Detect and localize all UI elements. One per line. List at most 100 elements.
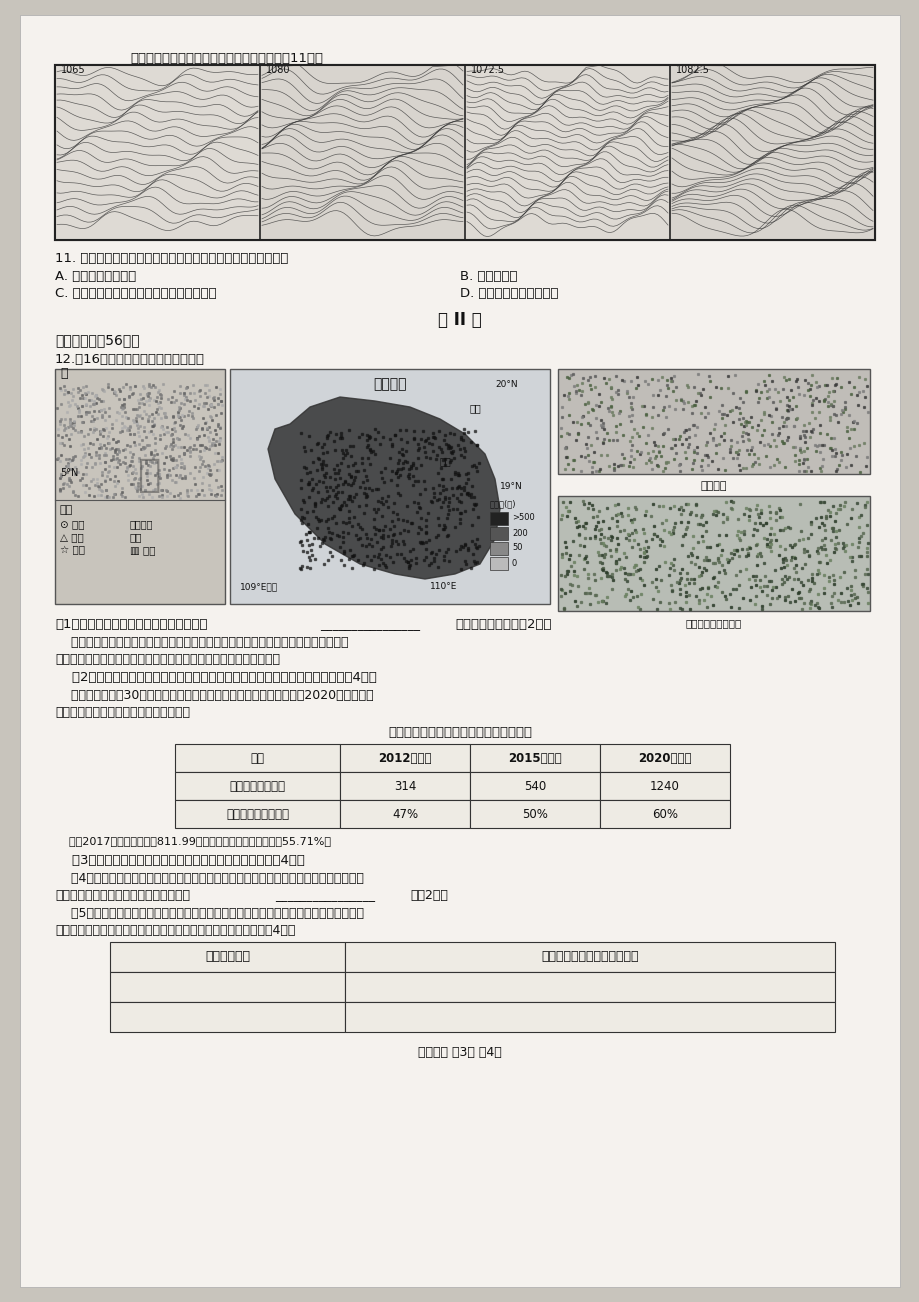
Text: 文信息，说明该岛旅游资源的价值及相应的功能。请填表回答。（4分）: 文信息，说明该岛旅游资源的价值及相应的功能。请填表回答。（4分） <box>55 924 295 937</box>
Text: ________________: ________________ <box>320 618 420 631</box>
Text: 高度表(米): 高度表(米) <box>490 499 516 508</box>
Bar <box>599 799 729 828</box>
Bar <box>340 772 470 799</box>
Text: 540: 540 <box>523 780 546 793</box>
Text: 11. 图中四幅天气图反映了一次寒潮的天气过程。图示冷锋活动: 11. 图中四幅天气图反映了一次寒潮的天气过程。图示冷锋活动 <box>55 253 288 266</box>
Text: 0: 0 <box>512 559 516 568</box>
Text: 约海南旅游资源进一步开发的不利条件是: 约海南旅游资源进一步开发的不利条件是 <box>55 889 190 902</box>
Text: 旅游资源的价值及相应的功能: 旅游资源的价值及相应的功能 <box>540 950 638 963</box>
Bar <box>261 66 463 240</box>
Text: ________________: ________________ <box>275 889 375 902</box>
Text: （1）该岛西部的热带稀树草原景观反映了: （1）该岛西部的热带稀树草原景观反映了 <box>55 618 208 631</box>
Text: A. 影响我国所有地区: A. 影响我国所有地区 <box>55 270 136 283</box>
Bar <box>55 65 874 240</box>
Text: 东: 东 <box>60 367 67 380</box>
Text: 草原: 草原 <box>130 533 142 542</box>
Text: 海南岛图: 海南岛图 <box>373 378 406 391</box>
Text: 东坡书院: 东坡书院 <box>700 480 726 491</box>
Text: 高三地理 第3页 共4页: 高三地理 第3页 共4页 <box>417 1046 502 1059</box>
Text: 5°N: 5°N <box>60 467 78 478</box>
Polygon shape <box>267 397 499 579</box>
Bar <box>55 65 874 240</box>
Bar <box>175 799 340 828</box>
Bar <box>110 973 345 1003</box>
Bar <box>470 743 599 772</box>
Bar <box>490 527 507 540</box>
Bar <box>345 1003 834 1032</box>
Text: 热带稀树: 热带稀树 <box>130 519 153 529</box>
Text: 47%: 47% <box>391 807 417 820</box>
Text: 2020年目标: 2020年目标 <box>638 751 691 764</box>
Bar <box>558 496 869 611</box>
Text: 步建成世界一流海岛休闲度假旅游胜地。: 步建成世界一流海岛休闲度假旅游胜地。 <box>55 706 190 719</box>
Text: 1080: 1080 <box>266 65 290 76</box>
Text: △ 山脉: △ 山脉 <box>60 533 84 542</box>
Text: 地域分异的现象。（2分）: 地域分异的现象。（2分） <box>455 618 550 631</box>
Text: 。（2分）: 。（2分） <box>410 889 448 902</box>
Text: 二、综合题（56分）: 二、综合题（56分） <box>55 333 140 348</box>
Text: 50: 50 <box>512 543 522 552</box>
Text: 项目: 项目 <box>250 751 265 764</box>
Text: 200: 200 <box>512 529 528 538</box>
Text: 图例: 图例 <box>60 505 74 516</box>
Bar <box>470 799 599 828</box>
Bar <box>230 368 550 604</box>
Bar <box>490 557 507 570</box>
Text: 60%: 60% <box>652 807 677 820</box>
Text: 1065: 1065 <box>61 65 85 76</box>
Text: C. 使图中四城市出现大风、降温等气候状况: C. 使图中四城市出现大风、降温等气候状况 <box>55 286 216 299</box>
Text: ⊙ 城市: ⊙ 城市 <box>60 519 85 529</box>
Text: 2015年目标: 2015年目标 <box>507 751 562 764</box>
Bar <box>490 542 507 555</box>
Bar <box>175 743 340 772</box>
Text: 109°E三亚: 109°E三亚 <box>240 582 278 591</box>
Bar <box>558 368 869 474</box>
Text: 亚: 亚 <box>137 456 160 493</box>
Text: 314: 314 <box>393 780 415 793</box>
Bar <box>599 772 729 799</box>
Text: 2012年目标: 2012年目标 <box>378 751 431 764</box>
Bar <box>340 799 470 828</box>
Text: 以建立经济特区30周年为契机，作为国家的重大战略部署，我国将在2020年将海南初: 以建立经济特区30周年为契机，作为国家的重大战略部署，我国将在2020年将海南初 <box>55 689 373 702</box>
Text: B. 出现在秋季: B. 出现在秋季 <box>460 270 517 283</box>
Text: 20°N: 20°N <box>494 380 517 389</box>
Text: （4）海南在今年春节期间的大雾，导致大量出岛车辆、旅客滞留。据上述材料可知，制: （4）海南在今年春节期间的大雾，导致大量出岛车辆、旅客滞留。据上述材料可知，制 <box>55 872 364 885</box>
Bar <box>490 512 507 525</box>
Text: 50%: 50% <box>521 807 548 820</box>
Text: 东寨港红树林保护区: 东寨港红树林保护区 <box>686 618 742 628</box>
Text: 第三产业增加值比重: 第三产业增加值比重 <box>226 807 289 820</box>
Bar <box>340 743 470 772</box>
Bar <box>599 743 729 772</box>
Text: ☆ 水稻: ☆ 水稻 <box>60 546 85 555</box>
Text: 图文相关信息: 图文相关信息 <box>205 950 250 963</box>
Bar <box>670 66 873 240</box>
Text: >500: >500 <box>512 513 534 522</box>
Text: 献，每年吸引多批次东南亚水稻专家和学员前来考察学习农业技术。: 献，每年吸引多批次东南亚水稻专家和学员前来考察学习农业技术。 <box>55 654 279 667</box>
Text: 我国三亚的国家南繁科研育种基地，在水稻有种技术上彰显了世界科技发展的中国贡: 我国三亚的国家南繁科研育种基地，在水稻有种技术上彰显了世界科技发展的中国贡 <box>55 635 348 648</box>
Text: 海口: 海口 <box>470 404 482 413</box>
Text: （3）比较上述相关数据，说明海南旅游业发展的特点。（4分）: （3）比较上述相关数据，说明海南旅游业发展的特点。（4分） <box>55 854 304 867</box>
Text: 读亚洲部分地区海平面等压线分布图，回答第11题。: 读亚洲部分地区海平面等压线分布图，回答第11题。 <box>130 52 323 65</box>
Text: 珠海: 珠海 <box>439 456 451 466</box>
Text: （2）据图文材料，说明到南繁育种基地学习的人员主要来自东南亚的原因。（4分）: （2）据图文材料，说明到南繁育种基地学习的人员主要来自东南亚的原因。（4分） <box>55 671 377 684</box>
Text: （5）该岛旅游价值较高。旅游资源的功能是与价值相对应的。据下列表格要求，提取图: （5）该岛旅游价值较高。旅游资源的功能是与价值相对应的。据下列表格要求，提取图 <box>55 907 364 921</box>
Text: 1072.5: 1072.5 <box>471 65 505 76</box>
Bar <box>110 1003 345 1032</box>
Bar <box>175 772 340 799</box>
Text: D. 大致自北向南不断移动: D. 大致自北向南不断移动 <box>460 286 558 299</box>
Text: 1240: 1240 <box>650 780 679 793</box>
Text: 注：2017年海南旅游收入811.99亿元，第三产业增加值占比为55.71%。: 注：2017年海南旅游收入811.99亿元，第三产业增加值占比为55.71%。 <box>55 836 331 846</box>
Text: 110°E: 110°E <box>429 582 457 591</box>
Bar <box>55 368 225 604</box>
Text: ▥ 高地: ▥ 高地 <box>130 546 155 555</box>
Text: 第 II 卷: 第 II 卷 <box>437 311 482 329</box>
Text: 1082.5: 1082.5 <box>675 65 709 76</box>
Text: 海南国际旅游岛相关发展目标部分汇总表: 海南国际旅游岛相关发展目标部分汇总表 <box>388 727 531 740</box>
Bar <box>345 973 834 1003</box>
Bar <box>345 943 834 973</box>
Text: 旅游收入（亿元）: 旅游收入（亿元） <box>229 780 285 793</box>
Bar <box>110 943 345 973</box>
Bar <box>466 66 668 240</box>
Bar <box>470 772 599 799</box>
Text: 19°N: 19°N <box>499 482 522 491</box>
